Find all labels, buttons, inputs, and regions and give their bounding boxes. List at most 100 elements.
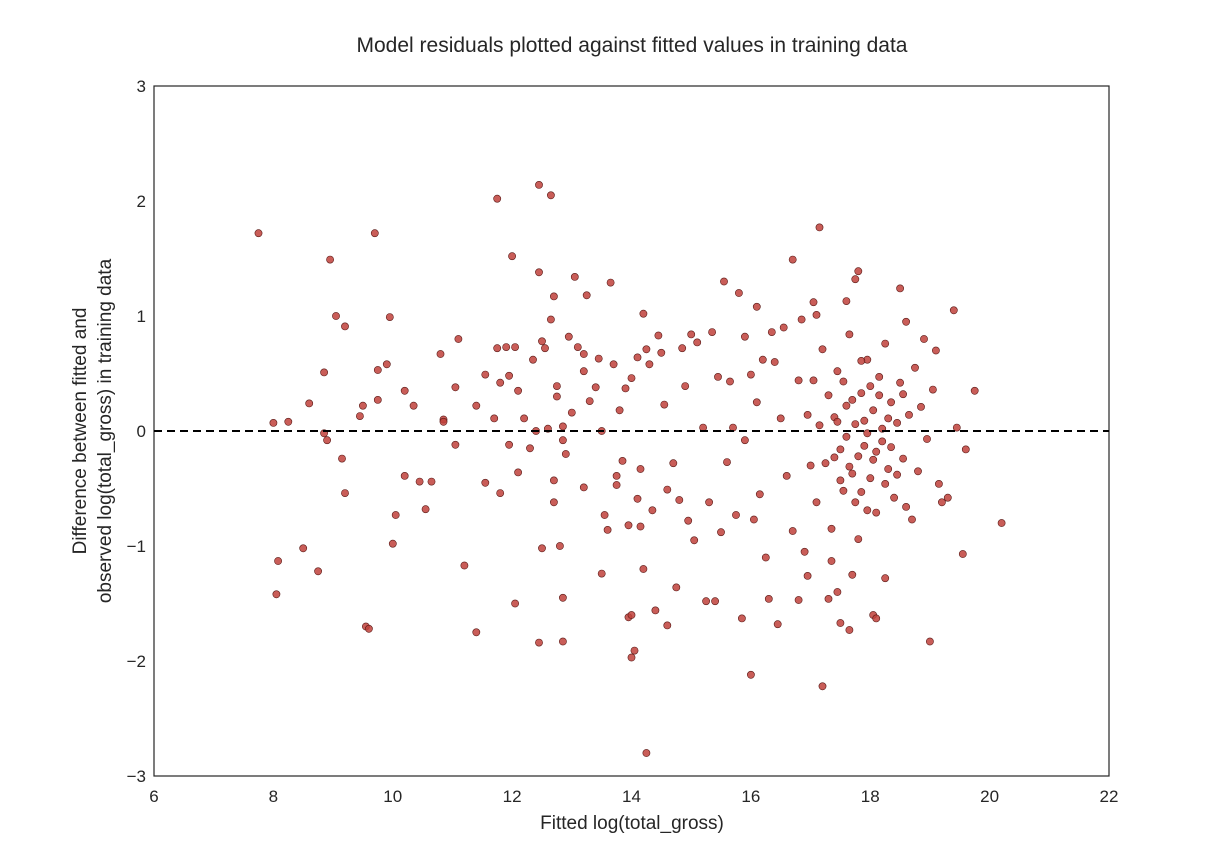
scatter-point xyxy=(388,539,397,548)
scatter-point xyxy=(600,511,609,519)
scatter-point xyxy=(845,330,854,339)
scatter-point xyxy=(857,389,866,397)
x-tick-label: 8 xyxy=(269,787,278,806)
scatter-point xyxy=(582,291,591,300)
scatter-point xyxy=(561,450,570,458)
scatter-point xyxy=(451,383,460,392)
scatter-point xyxy=(559,436,567,445)
scatter-point xyxy=(893,470,901,479)
scatter-point xyxy=(830,453,839,462)
scatter-point xyxy=(553,392,561,401)
scatter-point xyxy=(875,391,884,400)
scatter-point xyxy=(997,519,1006,527)
scatter-point xyxy=(827,557,836,565)
scatter-point xyxy=(320,368,328,377)
scatter-point xyxy=(914,467,922,476)
scatter-point xyxy=(669,459,678,468)
scatter-point xyxy=(550,292,558,301)
scatter-point xyxy=(550,498,558,507)
scatter-point xyxy=(678,344,687,353)
scatter-point xyxy=(341,489,349,497)
scatter-point xyxy=(752,302,761,311)
scatter-point xyxy=(355,412,364,420)
scatter-point xyxy=(508,252,516,261)
scatter-point xyxy=(705,498,713,507)
scatter-point xyxy=(535,638,543,647)
scatter-point xyxy=(714,372,722,381)
scatter-point xyxy=(642,749,651,757)
scatter-point xyxy=(896,284,904,293)
scatter-point xyxy=(591,383,600,392)
scatter-point xyxy=(881,479,890,488)
scatter-point xyxy=(860,416,869,425)
scatter-point xyxy=(890,493,898,502)
scatter-point xyxy=(502,343,511,351)
scatter-point xyxy=(493,194,502,203)
scatter-point xyxy=(943,493,952,502)
scatter-point xyxy=(370,229,379,238)
scatter-point xyxy=(514,386,522,395)
scatter-point xyxy=(621,384,630,393)
scatter-point xyxy=(809,376,818,385)
scatter-point xyxy=(493,344,502,353)
scatter-point xyxy=(839,377,848,386)
scatter-point xyxy=(961,445,970,454)
scatter-point xyxy=(648,506,657,515)
scatter-point xyxy=(690,536,699,545)
scatter-point xyxy=(400,471,409,480)
scatter-point xyxy=(538,544,546,553)
y-tick-label: −2 xyxy=(127,652,146,671)
scatter-point xyxy=(851,498,860,507)
scatter-point xyxy=(299,544,308,553)
scatter-point xyxy=(254,229,263,238)
x-axis-ticks: 6 8 10 12 14 16 18 20 22 xyxy=(149,787,1118,806)
scatter-point xyxy=(857,356,866,365)
scatter-point xyxy=(615,406,624,415)
scatter-point xyxy=(511,599,519,608)
scatter-point xyxy=(481,478,490,487)
y-axis-ticks: −3 −2 −1 0 1 2 3 xyxy=(127,77,146,786)
scatter-point xyxy=(902,317,910,326)
scatter-point xyxy=(541,344,549,353)
scatter-point xyxy=(559,422,567,431)
scatter-point xyxy=(952,423,961,432)
scatter-point xyxy=(872,614,881,623)
scatter-point xyxy=(274,557,282,565)
scatter-point xyxy=(609,360,618,369)
scatter-point xyxy=(773,620,782,629)
scatter-point xyxy=(511,343,519,351)
scatter-point xyxy=(833,367,842,376)
x-tick-label: 22 xyxy=(1100,787,1119,806)
scatter-point xyxy=(415,477,424,486)
scatter-point xyxy=(400,386,409,395)
scatter-point xyxy=(842,401,851,410)
scatter-point xyxy=(454,335,463,343)
scatter-point xyxy=(812,310,821,319)
scatter-point xyxy=(612,481,621,489)
scatter-point xyxy=(535,268,543,277)
scatter-point xyxy=(496,489,505,497)
scatter-point xyxy=(338,454,346,463)
scatter-point xyxy=(460,561,469,570)
scatter-point xyxy=(451,440,460,449)
scatter-point xyxy=(651,606,660,615)
scatter-point xyxy=(720,277,728,286)
scatter-point xyxy=(675,496,684,504)
scatter-point xyxy=(818,345,827,354)
scatter-point xyxy=(824,391,833,400)
scatter-point xyxy=(833,417,842,426)
scatter-point xyxy=(547,191,555,200)
scatter-point xyxy=(905,410,913,419)
y-tick-label: 0 xyxy=(137,422,146,441)
scatter-point xyxy=(761,553,770,562)
x-tick-label: 18 xyxy=(861,787,880,806)
scatter-point xyxy=(681,382,690,390)
scatter-point xyxy=(794,376,803,385)
scatter-point xyxy=(735,289,743,297)
scatter-point xyxy=(496,378,505,387)
scatter-point xyxy=(639,565,648,573)
scatter-point xyxy=(929,385,937,394)
scatter-point xyxy=(732,511,740,519)
